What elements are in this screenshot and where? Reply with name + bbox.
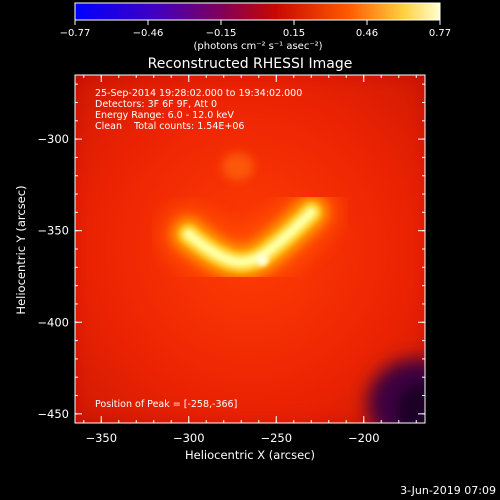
- x-axis-ticks: −350 −300 −250 −200: [83, 75, 417, 445]
- x-tick-label: −250: [260, 431, 292, 445]
- x-axis-label: Heliocentric X (arcsec): [185, 448, 315, 462]
- secondary-source: [221, 152, 254, 181]
- footer-date: 3-Jun-2019 07:09: [400, 484, 496, 497]
- colorbar-tick-label: 0.15: [283, 28, 305, 39]
- y-tick-label: −350: [37, 224, 69, 238]
- y-tick-label: −300: [37, 132, 69, 146]
- heatmap-image: [75, 75, 425, 423]
- x-tick-label: −200: [348, 431, 380, 445]
- x-tick-label: −300: [173, 431, 205, 445]
- annotation-energy: Energy Range: 6.0 - 12.0 keV: [95, 110, 234, 121]
- colorbar: [74, 2, 441, 21]
- y-tick-label: −400: [37, 315, 69, 329]
- colorbar-tick-label: 0.46: [356, 28, 378, 39]
- annotation-clean: Clean Total counts: 1.54E+06: [95, 121, 244, 132]
- annotation-time: 25-Sep-2014 19:28:02.000 to 19:34:02.000: [95, 88, 302, 99]
- annotation-detectors: Detectors: 3F 6F 9F, Att 0: [95, 99, 217, 110]
- colorbar-tick-label: 0.77: [429, 28, 451, 39]
- colorbar-ticks: −0.77 −0.46 −0.15 0.15 0.46 0.77: [60, 20, 451, 39]
- dark-region-core: [397, 382, 425, 423]
- peak-marker: [256, 253, 269, 266]
- colorbar-tick-label: −0.15: [206, 28, 237, 39]
- chart-title: Reconstructed RHESSI Image: [148, 56, 353, 72]
- source-arc-layer-3: [183, 207, 317, 268]
- y-tick-label: −450: [37, 407, 69, 421]
- colorbar-unit-label: (photons cm⁻² s⁻¹ asec⁻²): [193, 41, 322, 52]
- colorbar-tick-label: −0.77: [60, 28, 91, 39]
- annotation-peak: Position of Peak = [-258,-366]: [95, 399, 237, 410]
- x-tick-label: −350: [85, 431, 117, 445]
- y-axis-ticks: −300 −350 −400 −450: [37, 83, 425, 421]
- y-axis-label: Heliocentric Y (arcsec): [14, 185, 28, 314]
- colorbar-tick-label: −0.46: [133, 28, 164, 39]
